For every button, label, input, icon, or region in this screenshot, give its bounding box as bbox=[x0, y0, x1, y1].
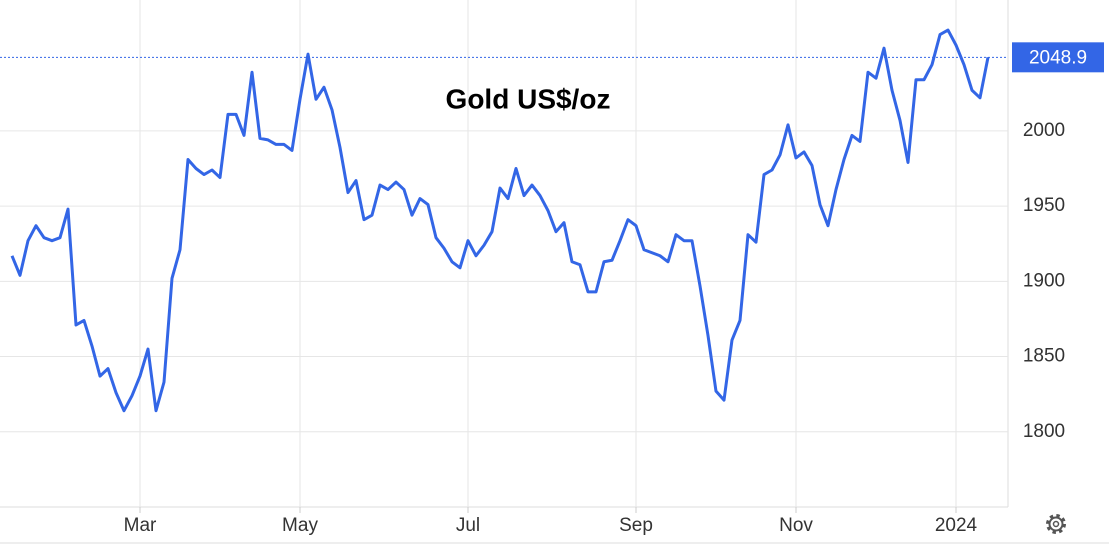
y-tick-label: 1800 bbox=[1023, 421, 1065, 442]
x-tick-label: May bbox=[282, 515, 318, 536]
gear-teeth bbox=[1046, 514, 1066, 534]
y-tick-label: 1850 bbox=[1023, 346, 1065, 367]
x-tick-label: Sep bbox=[619, 515, 653, 536]
x-tick-label: Jul bbox=[456, 515, 480, 536]
last-value-badge bbox=[1012, 42, 1104, 73]
y-tick-label: 2000 bbox=[1023, 120, 1065, 141]
last-value-label: 2048.9 bbox=[1029, 47, 1087, 68]
settings-icon[interactable] bbox=[1046, 514, 1066, 534]
x-tick-label: 2024 bbox=[935, 515, 978, 536]
y-tick-label: 1900 bbox=[1023, 270, 1065, 291]
y-tick-label: 1950 bbox=[1023, 195, 1065, 216]
gear-body bbox=[1048, 516, 1064, 532]
price-line bbox=[10, 28, 990, 413]
x-tick-label: Nov bbox=[779, 515, 813, 536]
x-tick-label: Mar bbox=[124, 515, 157, 536]
gear-hole bbox=[1052, 520, 1060, 528]
chart-title: Gold US$/oz bbox=[446, 83, 611, 114]
